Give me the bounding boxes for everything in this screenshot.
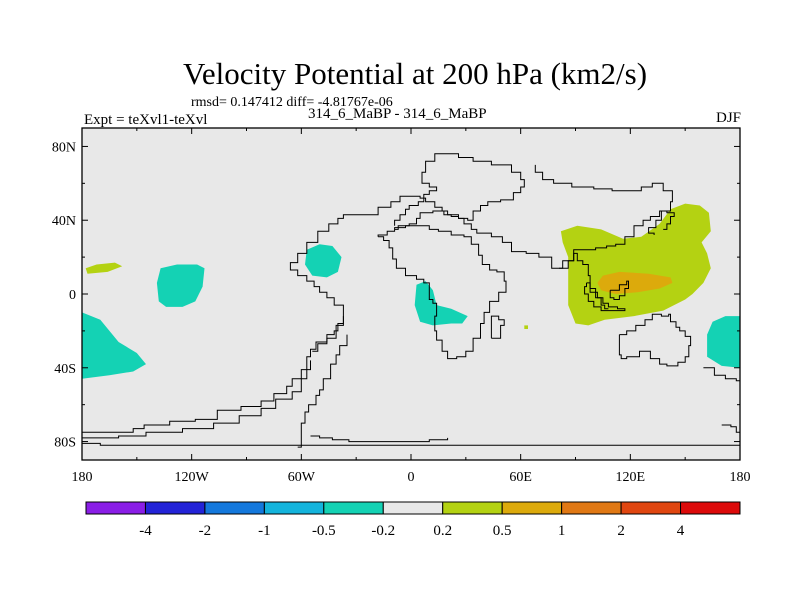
coastline-segment-6 bbox=[394, 153, 525, 230]
contour-region-5 bbox=[85, 262, 123, 274]
y-axis: 80N 40N 0 40S 80S bbox=[52, 140, 740, 451]
coastline-segment-8 bbox=[490, 315, 505, 339]
coastline-segment-11 bbox=[584, 282, 626, 312]
colorbar-label-0: -4 bbox=[139, 523, 152, 539]
contour-region-3 bbox=[414, 281, 468, 326]
colorbar-swatch-9 bbox=[620, 501, 682, 515]
contour-region-7 bbox=[524, 325, 528, 329]
contour-fill-regions bbox=[82, 203, 740, 379]
colorbar-label-3: -0.5 bbox=[312, 523, 336, 539]
x-tick-label-3: 0 bbox=[408, 470, 415, 485]
colorbar-label-4: -0.2 bbox=[371, 523, 395, 539]
chart-title: Velocity Potential at 200 hPa (km2/s) bbox=[182, 56, 648, 91]
x-tick-label-6: 180 bbox=[730, 470, 751, 485]
coastline-segment-9 bbox=[534, 164, 673, 269]
colorbar-label-5: 0.2 bbox=[433, 523, 452, 539]
coastline-segment-7 bbox=[377, 225, 507, 360]
coastline-segment-12 bbox=[609, 280, 629, 300]
x-tick-label-4: 60E bbox=[509, 470, 532, 485]
experiment-name: 314_6_MaBP - 314_6_MaBP bbox=[308, 106, 487, 122]
contour-region-4 bbox=[707, 316, 740, 368]
contour-region-1 bbox=[156, 264, 205, 307]
colorbar-swatch-10 bbox=[680, 501, 741, 515]
coastline-segment-3 bbox=[297, 334, 348, 448]
coastline-segment-0 bbox=[82, 195, 609, 433]
y-tick-label-4: 80S bbox=[54, 436, 76, 451]
coastline-segment-13 bbox=[618, 313, 692, 367]
stats-line: rmsd= 0.147412 diff= -4.81767e-06 bbox=[191, 95, 393, 110]
x-tick-label-5: 120E bbox=[616, 470, 646, 485]
colorbar-swatch-3 bbox=[263, 501, 325, 515]
coastline-segment-2 bbox=[82, 360, 311, 439]
colorbar-label-7: 1 bbox=[558, 523, 566, 539]
colorbar-swatch-1 bbox=[144, 501, 206, 515]
coastline-segment-4 bbox=[312, 316, 344, 352]
colorbar-label-9: 4 bbox=[677, 523, 685, 539]
colorbar-swatch-2 bbox=[204, 501, 265, 515]
coastlines bbox=[82, 153, 741, 448]
coastline-segment-10 bbox=[648, 210, 675, 235]
colorbar-swatch-6 bbox=[442, 501, 503, 515]
x-axis: 180 120W 60W 0 60E 120E 180 bbox=[72, 128, 751, 485]
season-label: DJF bbox=[715, 110, 741, 126]
experiment-label: Expt = teXvl1-teXvl bbox=[84, 112, 208, 128]
y-tick-label-2: 0 bbox=[69, 288, 76, 303]
coastline-segment-14 bbox=[703, 367, 741, 383]
coastline-segment-5 bbox=[310, 435, 449, 443]
contour-region-8 bbox=[597, 271, 673, 294]
x-tick-label-2: 60W bbox=[288, 470, 316, 485]
colorbar-swatch-7 bbox=[501, 501, 563, 515]
y-tick-label-0: 80N bbox=[52, 140, 76, 155]
x-tick-label-1: 120W bbox=[175, 470, 210, 485]
contour-region-0 bbox=[82, 312, 146, 379]
y-tick-label-1: 40N bbox=[52, 214, 76, 229]
colorbar-label-8: 2 bbox=[617, 523, 625, 539]
colorbar-label-6: 0.5 bbox=[493, 523, 512, 539]
colorbar-label-2: -1 bbox=[258, 523, 271, 539]
colorbar-swatch-5 bbox=[382, 501, 444, 515]
colorbar-swatch-0 bbox=[85, 501, 146, 515]
coastline-segment-1 bbox=[82, 442, 740, 446]
y-tick-label-3: 40S bbox=[54, 362, 76, 377]
colorbar-label-1: -2 bbox=[199, 523, 212, 539]
colorbar-swatch-4 bbox=[323, 501, 384, 515]
contour-region-2 bbox=[305, 244, 342, 278]
colorbar-swatch-8 bbox=[561, 501, 622, 515]
contour-region-6 bbox=[560, 203, 711, 326]
colorbar: -4 -2 -1 -0.5 -0.2 0.2 0.5 1 2 4 bbox=[85, 501, 741, 539]
x-tick-label-0: 180 bbox=[72, 470, 93, 485]
